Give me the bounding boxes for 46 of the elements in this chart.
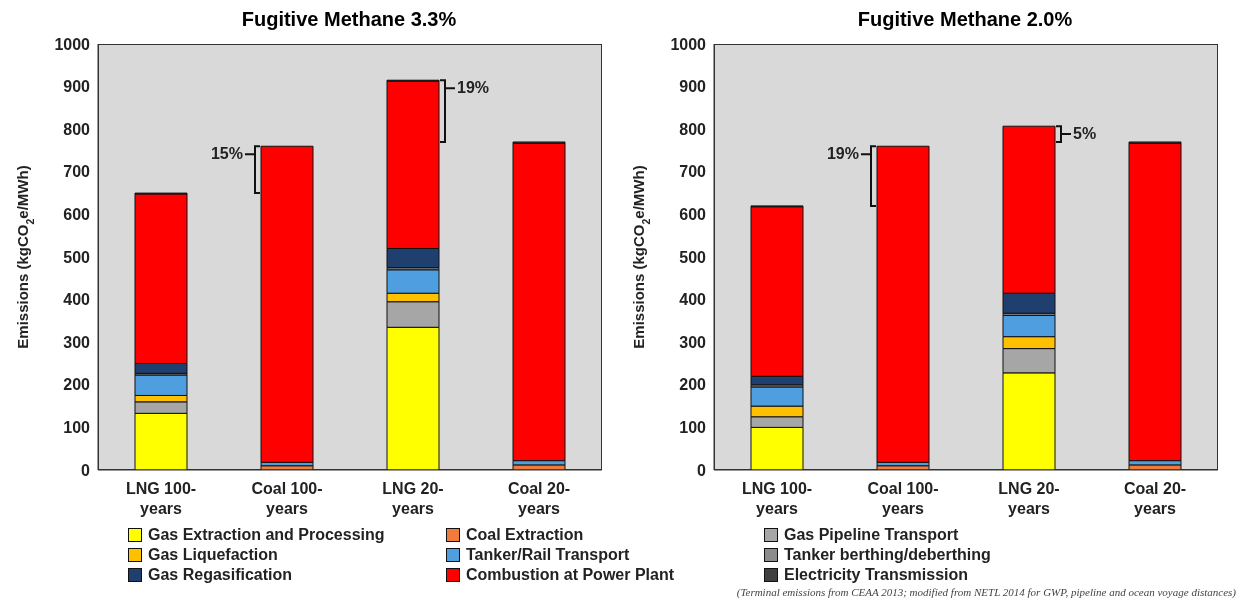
legend-label: Gas Regasification <box>148 566 293 584</box>
y-tick-label: 700 <box>63 163 91 181</box>
x-tick-label: LNG 100-years <box>125 480 197 517</box>
chart-title: Fugitive Methane 2.0% <box>856 8 1074 32</box>
y-tick-label: 200 <box>679 376 707 394</box>
legend-label: Combustion at Power Plant <box>466 566 675 584</box>
y-tick-label: 100 <box>63 419 91 437</box>
annotation: 15% <box>210 145 243 163</box>
y-tick-label: 800 <box>679 120 707 138</box>
y-tick-label: 200 <box>63 376 91 394</box>
x-tick-label: Coal 20-years <box>1123 480 1187 517</box>
legend-label: Tanker berthing/deberthing <box>784 546 991 564</box>
y-tick-label: 400 <box>679 291 707 309</box>
x-tick-label: Coal 100-years <box>867 480 939 517</box>
y-tick-label: 800 <box>63 120 91 138</box>
y-tick-label: 900 <box>679 78 707 96</box>
y-tick-label: 0 <box>81 461 91 479</box>
y-tick-label: 1000 <box>54 35 91 53</box>
annotation: 5% <box>1073 125 1097 143</box>
y-tick-label: 100 <box>679 419 707 437</box>
legend-label: Gas Extraction and Processing <box>148 526 385 544</box>
y-tick-label: 400 <box>63 291 91 309</box>
y-tick-label: 300 <box>63 333 91 351</box>
y-tick-label: 500 <box>63 248 91 266</box>
y-tick-label: 0 <box>697 461 707 479</box>
legend-label: Electricity Transmission <box>784 566 969 584</box>
y-tick-label: 700 <box>679 163 707 181</box>
x-tick-label: Coal 100-years <box>251 480 323 517</box>
chart-title: Fugitive Methane 3.3% <box>240 8 458 32</box>
legend-label: Gas Pipeline Transport <box>784 526 959 544</box>
legend-label: Tanker/Rail Transport <box>466 546 630 564</box>
y-tick-label: 300 <box>679 333 707 351</box>
legend-label: Coal Extraction <box>466 526 584 544</box>
x-tick-label: Coal 20-years <box>507 480 571 517</box>
y-tick-label: 500 <box>679 248 707 266</box>
y-tick-label: 600 <box>679 206 707 224</box>
y-tick-label: 1000 <box>670 35 707 53</box>
y-tick-label: 900 <box>63 78 91 96</box>
x-tick-label: LNG 20-years <box>382 480 444 517</box>
x-tick-label: LNG 20-years <box>998 480 1060 517</box>
x-tick-label: LNG 100-years <box>741 480 813 517</box>
legend-label: Gas Liquefaction <box>148 546 278 564</box>
y-tick-label: 600 <box>63 206 91 224</box>
annotation: 19% <box>826 145 859 163</box>
annotation: 19% <box>457 79 490 97</box>
text: (Terminal emissions from CEAA 2013; modified from NETL 2014 for GWP, pipeline and ocean voyage distances) <box>735 586 1236 598</box>
